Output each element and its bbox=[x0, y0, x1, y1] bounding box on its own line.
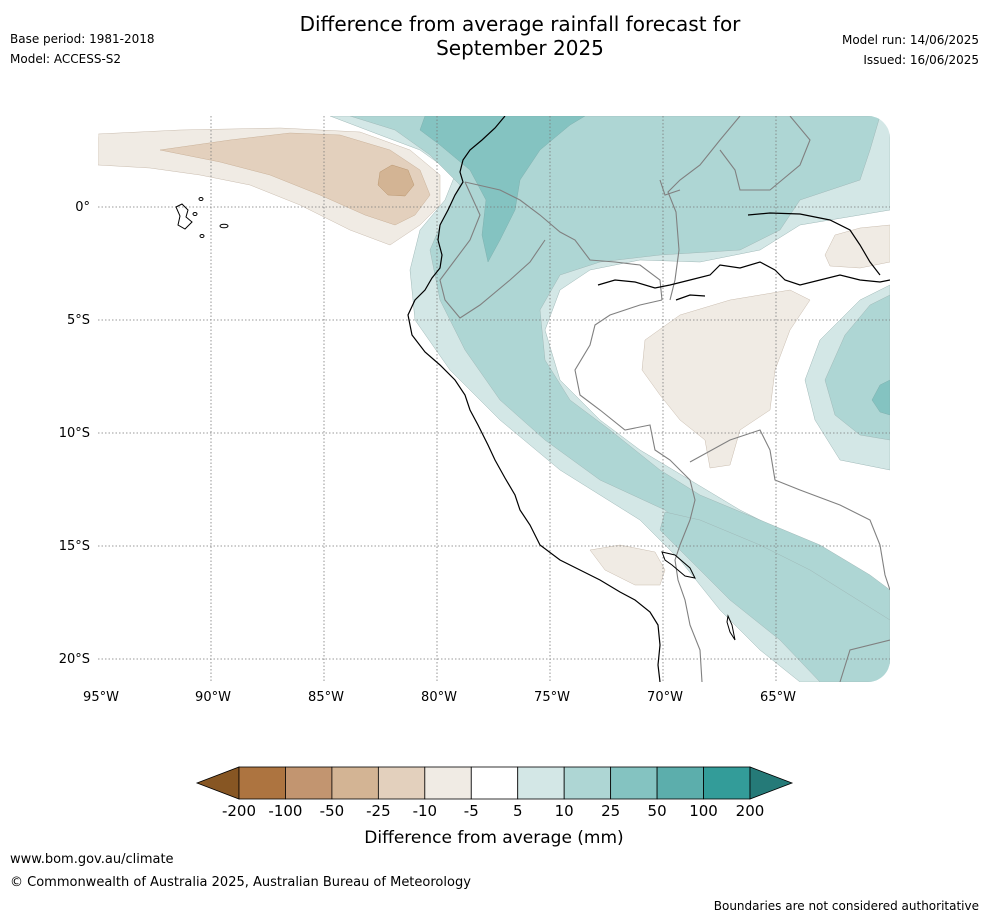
legend-swatch bbox=[517, 766, 565, 800]
lon-label: 70°W bbox=[647, 690, 683, 705]
legend-tick-labels: -200 -100 -50 -25 -10 -5 5 10 25 50 100 200 bbox=[222, 802, 764, 820]
lat-label: 5°S bbox=[67, 313, 90, 328]
lat-label: 15°S bbox=[59, 539, 90, 554]
graticule bbox=[98, 116, 890, 682]
title-line-2: September 2025 bbox=[436, 36, 604, 60]
legend-tick-label: 5 bbox=[513, 802, 523, 820]
legend-tick-label: -50 bbox=[320, 802, 345, 820]
longitude-labels: 95°W 90°W 85°W 80°W 75°W 70°W 65°W bbox=[83, 690, 796, 705]
model-text: Model: ACCESS-S2 bbox=[10, 52, 122, 66]
base-period-text: Base period: 1981-2018 bbox=[10, 32, 155, 46]
legend-tick-label: 100 bbox=[689, 802, 718, 820]
legend-swatch bbox=[331, 766, 379, 800]
dry-anomaly-brazil-light bbox=[641, 289, 811, 469]
legend-swatch bbox=[563, 766, 612, 800]
model-run-text: Model run: 14/06/2025 bbox=[841, 33, 979, 47]
footer-disclaimer: Boundaries are not considered authoritat… bbox=[713, 899, 979, 913]
map-area bbox=[98, 116, 890, 682]
issued-text: Issued: 16/06/2025 bbox=[863, 53, 979, 67]
wet-anomaly-east-strong bbox=[871, 379, 890, 416]
legend-swatch bbox=[377, 766, 426, 800]
legend-swatch bbox=[656, 766, 704, 800]
legend-swatch bbox=[610, 766, 658, 800]
footer-copyright: © Commonwealth of Australia 2025, Austra… bbox=[10, 875, 471, 890]
legend-extend-high bbox=[749, 766, 794, 800]
legend-swatch bbox=[703, 766, 751, 800]
dry-anomaly-pacific-strong bbox=[377, 164, 415, 197]
footer-url: www.bom.gov.au/climate bbox=[10, 852, 174, 867]
legend-tick-label: 50 bbox=[648, 802, 667, 820]
wet-anomaly-east-medium bbox=[824, 294, 890, 441]
legend-tick-label: -100 bbox=[268, 802, 302, 820]
legend-tick-label: 200 bbox=[736, 802, 765, 820]
lat-label: 10°S bbox=[59, 426, 90, 441]
coastline bbox=[407, 116, 890, 682]
legend-swatch bbox=[470, 766, 519, 800]
title-line-1: Difference from average rainfall forecas… bbox=[299, 12, 741, 36]
lake-titicaca bbox=[661, 551, 696, 579]
legend-swatch bbox=[238, 766, 286, 800]
legend-tick-label: -200 bbox=[222, 802, 256, 820]
header-meta-left: Base period: 1981-2018 Model: ACCESS-S2 bbox=[10, 29, 155, 69]
legend-tick-label: 10 bbox=[555, 802, 574, 820]
legend-colorbar bbox=[195, 766, 794, 800]
wet-anomaly-strong bbox=[419, 116, 586, 263]
lon-label: 85°W bbox=[308, 690, 344, 705]
lon-label: 65°W bbox=[760, 690, 796, 705]
legend-tick-label: -10 bbox=[413, 802, 438, 820]
country-borders bbox=[439, 116, 890, 682]
legend-title: Difference from average (mm) bbox=[364, 828, 623, 848]
dry-anomaly-ne-light bbox=[824, 224, 890, 269]
lat-label: 20°S bbox=[59, 652, 90, 667]
lon-label: 75°W bbox=[534, 690, 570, 705]
legend-tick-label: -5 bbox=[464, 802, 479, 820]
lon-label: 90°W bbox=[195, 690, 231, 705]
galapagos-islands bbox=[175, 197, 229, 238]
map-title: Difference from average rainfall forecas… bbox=[250, 12, 790, 60]
lat-label: 0° bbox=[75, 200, 90, 215]
lon-label: 80°W bbox=[421, 690, 457, 705]
latitude-labels: 0° 5°S 10°S 15°S 20°S bbox=[59, 200, 90, 667]
lake-poopo bbox=[726, 614, 736, 641]
dry-anomaly-south-light bbox=[589, 544, 666, 586]
lon-label: 95°W bbox=[83, 690, 119, 705]
dry-anomaly-pacific-medium bbox=[159, 132, 431, 226]
header-meta-right: Model run: 14/06/2025 Issued: 16/06/2025 bbox=[842, 30, 979, 70]
legend-tick-label: 25 bbox=[601, 802, 620, 820]
legend-extend-low bbox=[195, 766, 240, 800]
legend-swatch bbox=[424, 766, 472, 800]
wet-anomaly-south-medium bbox=[659, 511, 890, 682]
legend-swatch bbox=[285, 766, 333, 800]
legend-tick-label: -25 bbox=[366, 802, 391, 820]
